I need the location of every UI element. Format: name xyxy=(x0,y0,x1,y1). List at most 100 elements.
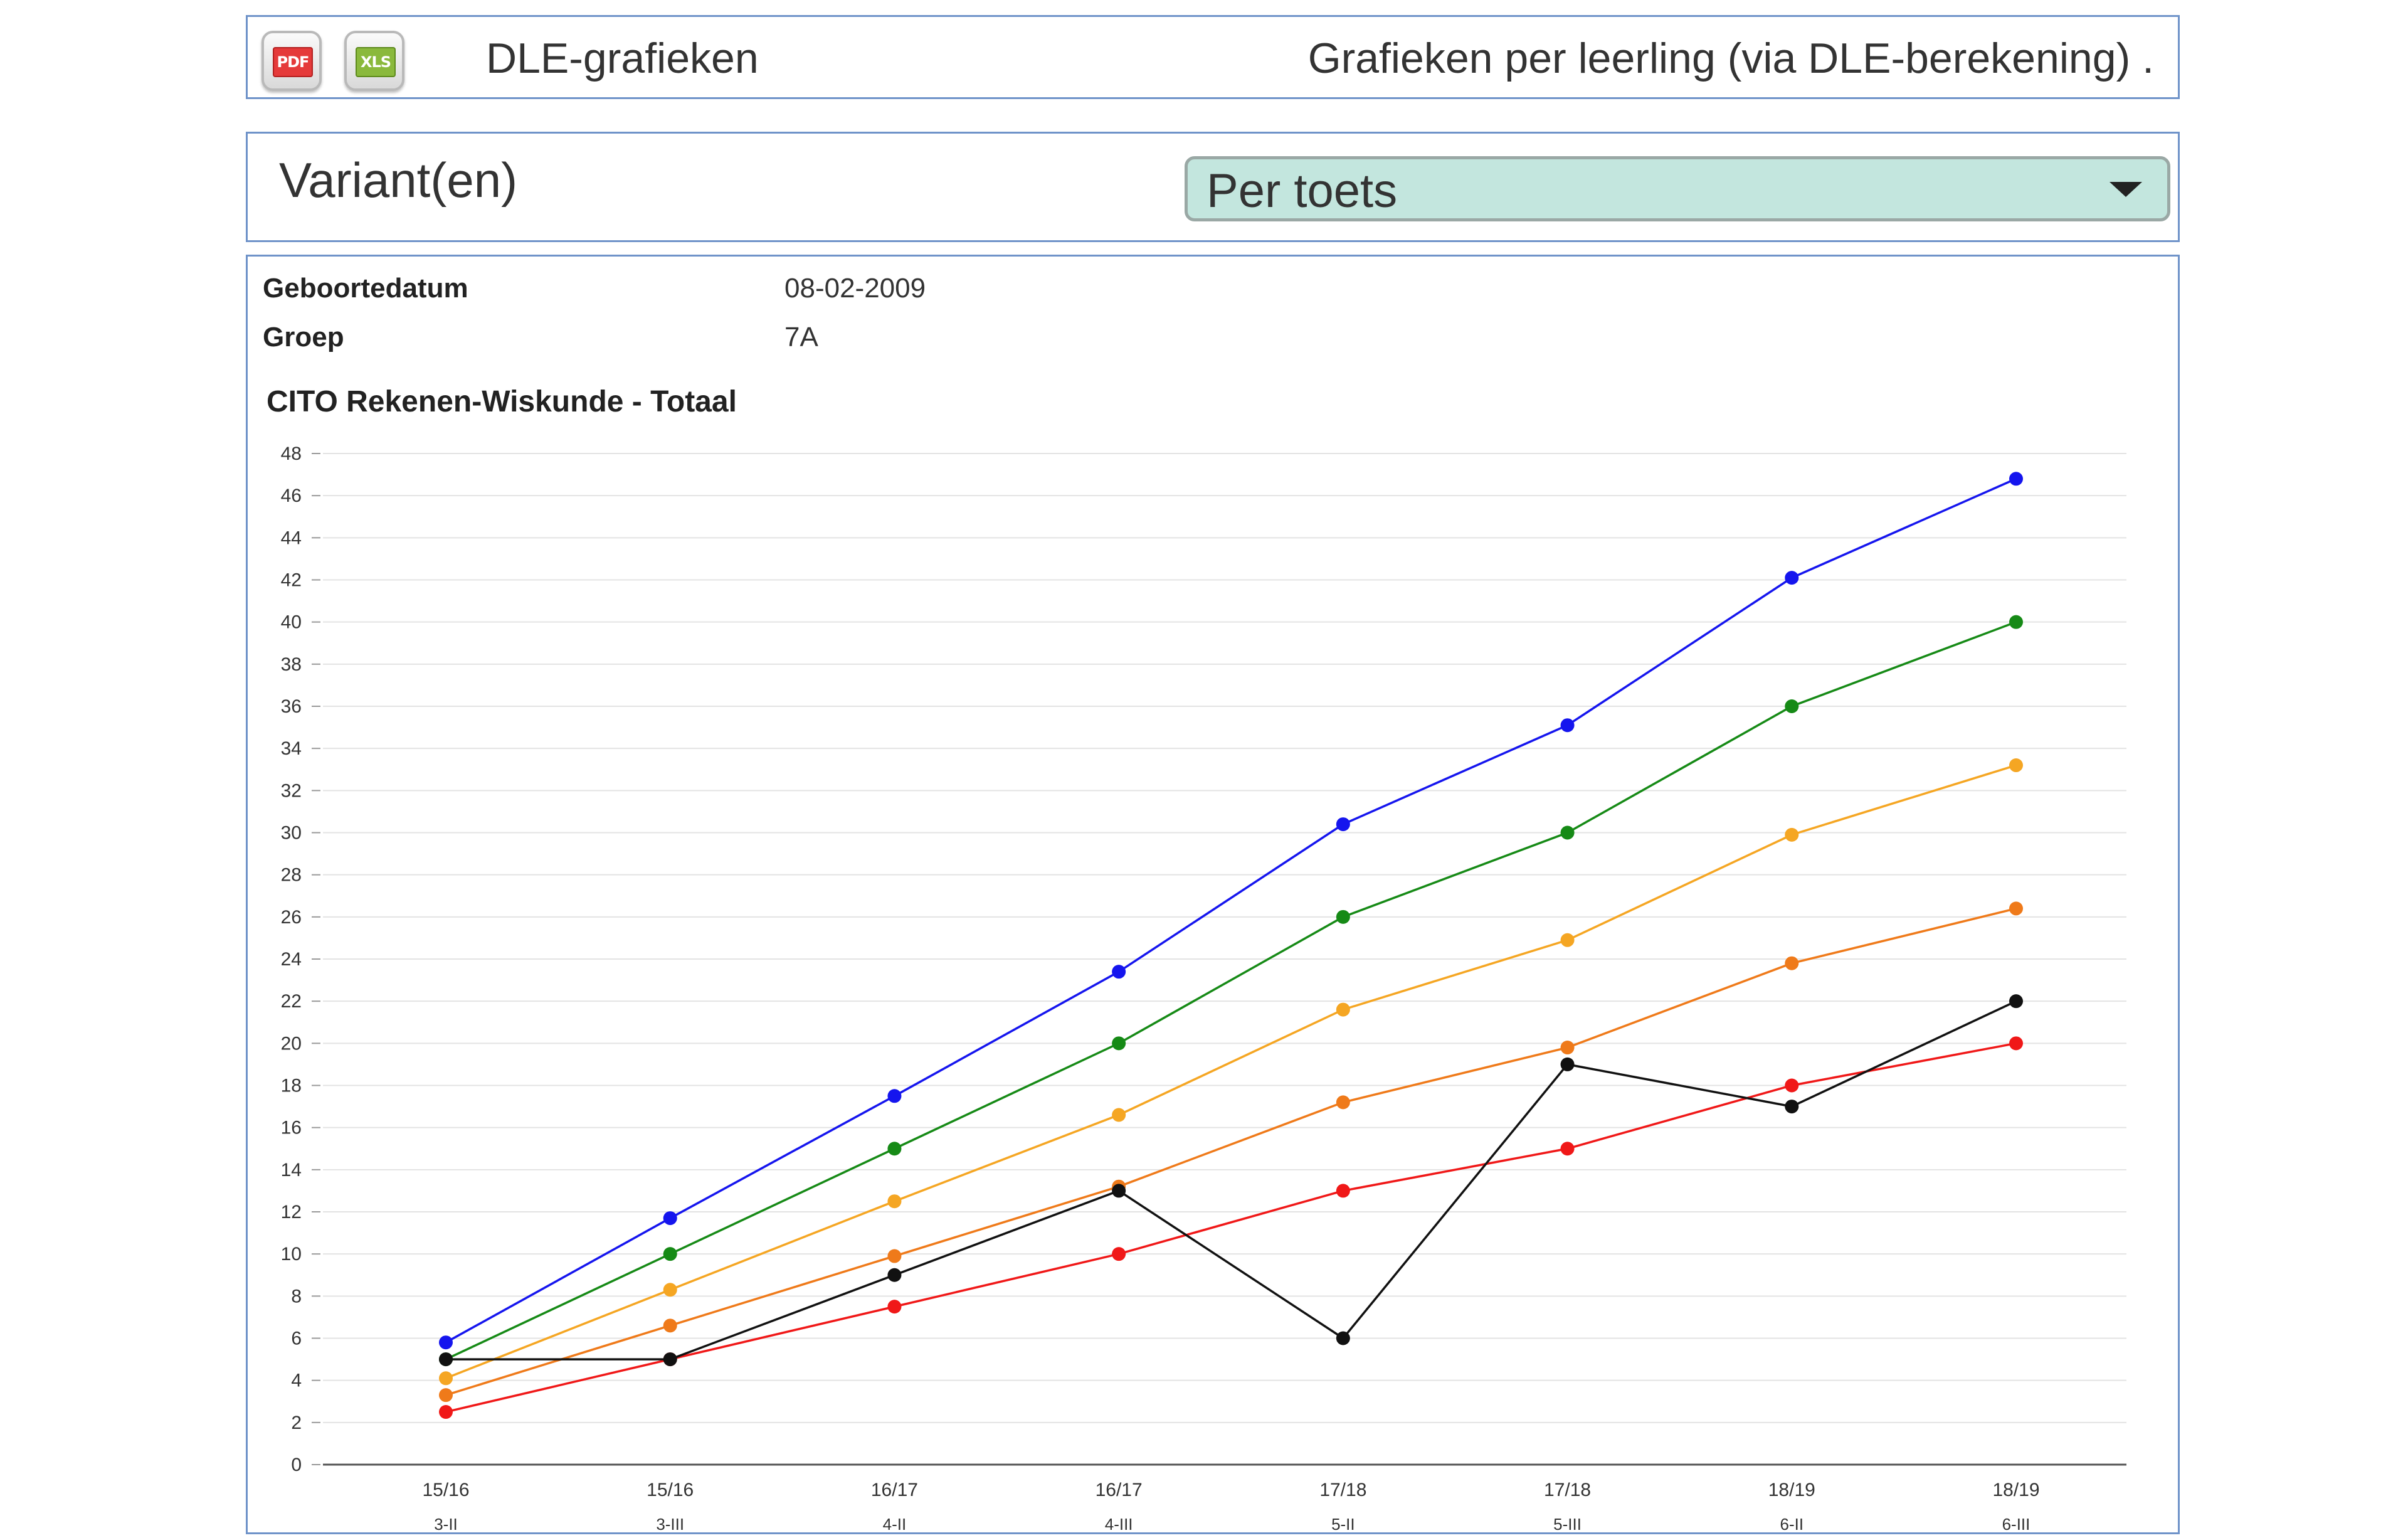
data-point xyxy=(1785,571,1799,585)
y-tick-label: 42 xyxy=(281,570,302,591)
y-tick-label: 0 xyxy=(291,1455,302,1475)
variant-panel: Variant(en) Per toets xyxy=(246,132,2180,242)
y-tick-label: 46 xyxy=(281,485,302,506)
pdf-file-icon: PDF xyxy=(273,47,313,77)
x-tick-label-period: 6-III xyxy=(2002,1515,2030,1532)
axes: 0246810121416182022242628303234363840424… xyxy=(281,443,2126,1532)
data-point xyxy=(439,1371,453,1386)
x-tick-label-year: 18/19 xyxy=(1992,1480,2039,1500)
series-line-5 xyxy=(445,1042,2017,1413)
x-tick-label-period: 5-II xyxy=(1331,1515,1355,1532)
group-value: 7A xyxy=(784,322,818,353)
series-line-1 xyxy=(445,477,2017,1344)
export-xls-button[interactable]: XLS xyxy=(344,31,404,91)
data-point xyxy=(1336,1002,1350,1017)
y-tick-label: 24 xyxy=(281,949,302,970)
y-tick-label: 40 xyxy=(281,612,302,633)
data-point xyxy=(887,1089,902,1103)
data-point xyxy=(2009,901,2023,916)
data-point xyxy=(1785,1100,1799,1114)
data-point xyxy=(1336,817,1350,832)
data-point xyxy=(887,1142,902,1156)
data-point xyxy=(1112,1184,1126,1198)
data-point xyxy=(1336,910,1350,924)
x-tick-label-period: 3-II xyxy=(434,1515,458,1532)
y-tick-label: 16 xyxy=(281,1118,302,1138)
data-point xyxy=(439,1405,453,1419)
x-tick-label-period: 4-II xyxy=(883,1515,907,1532)
data-point xyxy=(1785,956,1799,970)
data-point xyxy=(1336,1331,1350,1345)
x-tick-label-period: 6-II xyxy=(1780,1515,1803,1532)
series-line-3 xyxy=(445,764,2017,1379)
data-point xyxy=(2009,758,2023,773)
birthdate-label: Geboortedatum xyxy=(263,273,468,304)
y-tick-label: 12 xyxy=(281,1202,302,1222)
y-tick-label: 48 xyxy=(281,443,302,464)
data-point xyxy=(2009,994,2023,1009)
series-line-2 xyxy=(445,621,2017,1360)
x-tick-label-year: 17/18 xyxy=(1319,1480,1366,1500)
chart-title: CITO Rekenen-Wiskunde - Totaal xyxy=(267,385,737,418)
data-point xyxy=(1785,827,1799,842)
data-point xyxy=(1336,1095,1350,1110)
data-point xyxy=(439,1388,453,1403)
toolbar: PDF XLS DLE-grafieken Grafieken per leer… xyxy=(246,15,2180,99)
data-point xyxy=(439,1335,453,1350)
x-tick-label-period: 4-III xyxy=(1105,1515,1133,1532)
data-point xyxy=(887,1268,902,1282)
group-label: Groep xyxy=(263,322,344,353)
x-tick-label-year: 15/16 xyxy=(647,1480,694,1500)
module-description: Grafieken per leerling (via DLE-berekeni… xyxy=(1307,34,2154,82)
data-point xyxy=(663,1283,677,1297)
data-point xyxy=(1560,933,1575,947)
y-tick-label: 20 xyxy=(281,1033,302,1054)
x-tick-label-year: 17/18 xyxy=(1544,1480,1591,1500)
data-point xyxy=(887,1194,902,1209)
x-tick-label-year: 18/19 xyxy=(1768,1480,1815,1500)
variant-select[interactable]: Per toets xyxy=(1185,156,2170,221)
data-point xyxy=(1785,1078,1799,1093)
data-point xyxy=(1560,1041,1575,1055)
variant-label: Variant(en) xyxy=(279,152,518,208)
y-tick-label: 26 xyxy=(281,907,302,928)
grid-lines xyxy=(323,453,2126,1423)
y-tick-label: 8 xyxy=(291,1286,302,1307)
data-point xyxy=(1560,1142,1575,1156)
module-title: DLE-grafieken xyxy=(486,34,759,82)
data-point xyxy=(1112,1036,1126,1051)
export-pdf-button[interactable]: PDF xyxy=(261,31,322,91)
data-point xyxy=(2009,1036,2023,1051)
data-point xyxy=(1112,1247,1126,1261)
y-tick-label: 22 xyxy=(281,991,302,1012)
y-tick-label: 36 xyxy=(281,696,302,717)
x-tick-label-year: 16/17 xyxy=(871,1480,918,1500)
data-point xyxy=(2009,615,2023,629)
y-tick-label: 6 xyxy=(291,1329,302,1349)
line-chart: CITO Rekenen-Wiskunde - Totaal 0 24 6 8 10 12… xyxy=(267,385,2126,1532)
series-line-6 xyxy=(446,1000,2017,1360)
birthdate-value: 08-02-2009 xyxy=(784,273,926,304)
data-point xyxy=(2009,472,2023,486)
x-tick-label-year: 16/17 xyxy=(1096,1480,1143,1500)
y-tick-label: 38 xyxy=(281,654,302,675)
x-tick-label-period: 3-III xyxy=(656,1515,684,1532)
data-point xyxy=(1336,1184,1350,1198)
xls-file-icon: XLS xyxy=(356,47,396,77)
data-point xyxy=(663,1352,677,1367)
data-point xyxy=(1560,718,1575,733)
y-tick-label: 14 xyxy=(281,1160,302,1180)
y-tick-label: 30 xyxy=(281,823,302,844)
y-tick-label: 10 xyxy=(281,1244,302,1265)
variant-selected-value: Per toets xyxy=(1207,164,1398,218)
x-tick-label-period: 5-III xyxy=(1553,1515,1582,1532)
data-point xyxy=(1112,1108,1126,1122)
data-point xyxy=(887,1249,902,1263)
chevron-down-icon xyxy=(2110,182,2142,197)
data-point xyxy=(1112,965,1126,979)
data-point xyxy=(663,1318,677,1333)
y-tick-label: 4 xyxy=(291,1371,302,1391)
data-point xyxy=(663,1211,677,1226)
data-point xyxy=(1785,699,1799,713)
data-point xyxy=(1560,825,1575,840)
